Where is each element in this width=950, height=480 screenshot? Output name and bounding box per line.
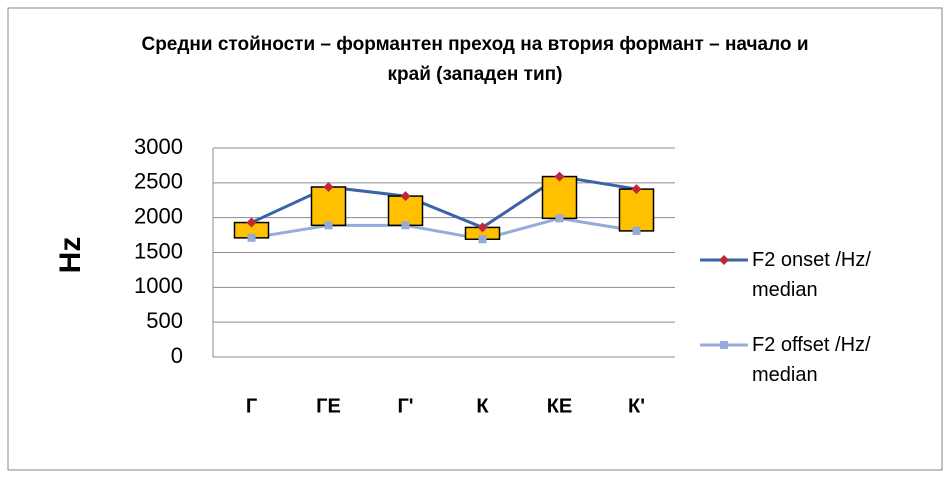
x-tick-label: К' — [628, 395, 645, 417]
point — [401, 221, 410, 230]
x-tick-label: К — [476, 395, 489, 417]
y-tick-label: 2500 — [134, 169, 183, 194]
point — [477, 222, 488, 233]
chart-title: Средни стойности – формантен преход на в… — [141, 34, 809, 85]
x-tick-label: Г' — [397, 395, 413, 417]
y-axis-label: Hz — [54, 237, 87, 274]
y-tick-label: 1000 — [134, 273, 183, 298]
series-line — [251, 216, 637, 241]
x-tick-label: Г — [246, 395, 257, 417]
point — [324, 221, 333, 230]
y-tick-label: 2000 — [134, 203, 183, 228]
y-tick-label: 0 — [171, 343, 183, 368]
point — [631, 184, 642, 195]
point — [247, 233, 256, 242]
point — [555, 214, 564, 223]
legend-label: F2 offset /Hz/ median — [752, 334, 871, 386]
x-tick-label: ГЕ — [316, 395, 341, 417]
up-down-bar — [618, 188, 655, 232]
point — [246, 217, 257, 228]
y-tick-label: 1500 — [134, 238, 183, 263]
up-down-bar — [310, 186, 347, 227]
point — [400, 191, 411, 202]
point — [554, 171, 565, 182]
title-box: Средни стойности – формантен преход на в… — [141, 34, 809, 85]
point — [323, 182, 334, 193]
legend-label: F2 onset /Hz/ median — [752, 249, 871, 301]
point — [478, 235, 487, 244]
up-down-bar — [541, 175, 578, 220]
legend-marker — [720, 341, 728, 349]
y-tick-label: 500 — [146, 308, 183, 333]
point — [632, 226, 641, 235]
y-tick-label: 3000 — [134, 134, 183, 159]
x-tick-label: КЕ — [547, 395, 573, 417]
legend-marker — [719, 255, 729, 265]
